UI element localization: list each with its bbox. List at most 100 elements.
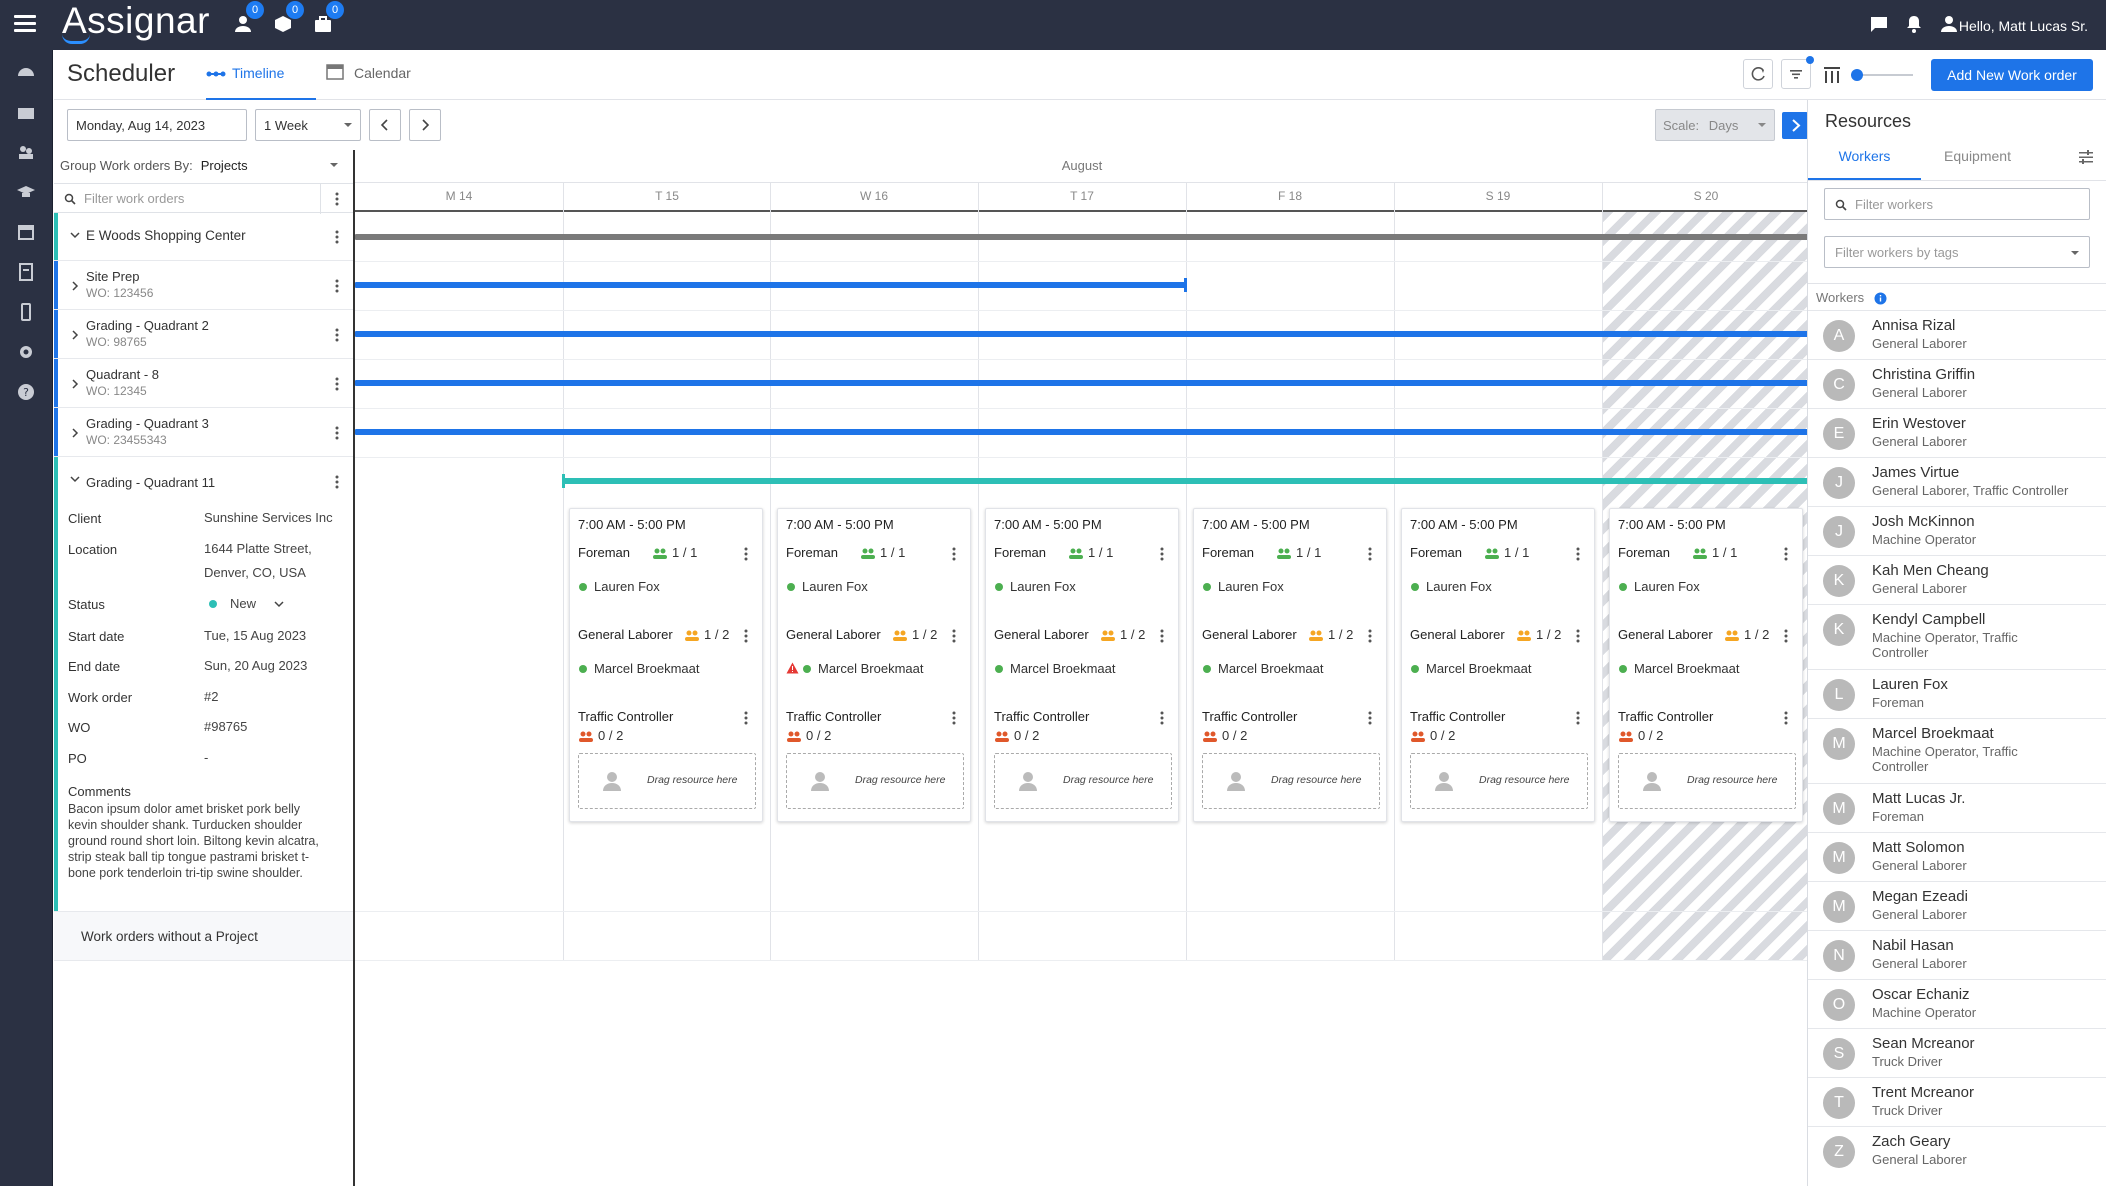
worker-item[interactable]: M Marcel Broekmaat Machine Operator, Traff… xyxy=(1808,718,2106,783)
no-project-row[interactable]: Work orders without a Project xyxy=(54,911,353,961)
work-order-row[interactable]: Grading - Quadrant 2 WO: 98765 xyxy=(54,310,353,359)
info-icon[interactable] xyxy=(1874,292,1887,305)
shift-card[interactable]: 7:00 AM - 5:00 PM Foreman 1 / 1 Lauren F… xyxy=(1609,508,1803,822)
assigned-person[interactable]: Lauren Fox xyxy=(1218,579,1284,594)
filter-workers-input[interactable]: Filter workers xyxy=(1824,188,2090,220)
drag-drop-zone[interactable]: Drag resource here xyxy=(994,753,1172,809)
worker-item[interactable]: J Josh McKinnon Machine Operator xyxy=(1808,506,2106,555)
more-vert-icon[interactable] xyxy=(744,547,748,561)
chevron-down-icon[interactable] xyxy=(70,472,80,487)
more-vert-icon[interactable] xyxy=(952,547,956,561)
site-prep-bar[interactable] xyxy=(355,282,1186,288)
more-vert-icon[interactable] xyxy=(335,475,339,489)
tab-timeline[interactable]: Timeline xyxy=(206,65,316,100)
filter-work-orders-input[interactable]: Filter work orders xyxy=(54,183,353,214)
more-vert-icon[interactable] xyxy=(1784,711,1788,725)
drag-drop-zone[interactable]: Drag resource here xyxy=(1410,753,1588,809)
worker-item[interactable]: M Megan Ezeadi General Laborer xyxy=(1808,881,2106,930)
menu-icon[interactable] xyxy=(14,15,36,33)
tab-equipment[interactable]: Equipment xyxy=(1944,148,2011,164)
more-vert-icon[interactable] xyxy=(335,230,339,244)
briefcase-nav-icon[interactable] xyxy=(16,102,36,122)
more-vert-icon[interactable] xyxy=(1784,547,1788,561)
zoom-slider[interactable] xyxy=(1851,69,1913,81)
graduation-icon[interactable] xyxy=(16,182,36,202)
worker-item[interactable]: A Annisa Rizal General Laborer xyxy=(1808,310,2106,359)
refresh-button[interactable] xyxy=(1743,59,1773,89)
assigned-person[interactable]: Lauren Fox xyxy=(594,579,660,594)
assigned-person[interactable]: Marcel Broekmaat xyxy=(594,661,700,676)
drag-drop-zone[interactable]: Drag resource here xyxy=(786,753,964,809)
more-vert-icon[interactable] xyxy=(1160,711,1164,725)
worker-item[interactable]: J James Virtue General Laborer, Traffic Co… xyxy=(1808,457,2106,506)
chat-icon[interactable] xyxy=(1868,14,1890,36)
assigned-person[interactable]: Lauren Fox xyxy=(802,579,868,594)
user-icon[interactable] xyxy=(1938,14,1960,36)
assigned-person[interactable]: Marcel Broekmaat xyxy=(818,661,924,676)
project-row[interactable]: E Woods Shopping Center xyxy=(54,213,353,261)
users-icon[interactable]: 0 xyxy=(232,1,264,36)
chevron-right-icon[interactable] xyxy=(70,377,80,392)
chevron-right-icon[interactable] xyxy=(70,328,80,343)
calendar-nav-icon[interactable] xyxy=(16,222,36,242)
drag-drop-zone[interactable]: Drag resource here xyxy=(1618,753,1796,809)
assigned-person[interactable]: Marcel Broekmaat xyxy=(1218,661,1324,676)
drag-drop-zone[interactable]: Drag resource here xyxy=(1202,753,1380,809)
shift-card[interactable]: 7:00 AM - 5:00 PM Foreman 1 / 1 Lauren F… xyxy=(1193,508,1387,822)
settings-icon[interactable] xyxy=(16,342,36,362)
more-vert-icon[interactable] xyxy=(1576,547,1580,561)
prev-button[interactable] xyxy=(369,109,401,141)
tab-workers[interactable]: Workers xyxy=(1808,148,1921,180)
tune-icon[interactable] xyxy=(2078,150,2094,164)
document-icon[interactable] xyxy=(16,262,36,282)
work-order-row[interactable]: Grading - Quadrant 3 WO: 23455343 xyxy=(54,408,353,457)
more-vert-icon[interactable] xyxy=(1160,629,1164,643)
work-order-row[interactable]: Site Prep WO: 123456 xyxy=(54,261,353,310)
worker-item[interactable]: M Matt Solomon General Laborer xyxy=(1808,832,2106,881)
briefcase-icon[interactable]: 0 xyxy=(312,1,344,36)
more-vert-icon[interactable] xyxy=(335,426,339,440)
group-by[interactable]: Group Work orders By: Projects xyxy=(60,158,338,173)
more-vert-icon[interactable] xyxy=(1576,711,1580,725)
more-vert-icon[interactable] xyxy=(335,279,339,293)
project-bar[interactable] xyxy=(355,234,1809,240)
assigned-person[interactable]: Marcel Broekmaat xyxy=(1010,661,1116,676)
more-vert-icon[interactable] xyxy=(335,192,339,206)
more-vert-icon[interactable] xyxy=(744,629,748,643)
assigned-person[interactable]: Lauren Fox xyxy=(1010,579,1076,594)
box-icon[interactable]: 0 xyxy=(272,1,304,36)
chevron-down-icon[interactable] xyxy=(274,599,284,609)
more-vert-icon[interactable] xyxy=(1368,711,1372,725)
more-vert-icon[interactable] xyxy=(1368,629,1372,643)
scale-select[interactable]: Scale: Days xyxy=(1655,109,1775,141)
more-vert-icon[interactable] xyxy=(335,328,339,342)
bell-icon[interactable] xyxy=(1903,14,1925,36)
add-work-order-button[interactable]: Add New Work order xyxy=(1931,59,2093,91)
shift-card[interactable]: 7:00 AM - 5:00 PM Foreman 1 / 1 Lauren F… xyxy=(1401,508,1595,822)
shift-card[interactable]: 7:00 AM - 5:00 PM Foreman 1 / 1 Lauren F… xyxy=(569,508,763,822)
help-icon[interactable]: ? xyxy=(16,382,36,402)
shift-card[interactable]: 7:00 AM - 5:00 PM Foreman 1 / 1 Lauren F… xyxy=(777,508,971,822)
expanded-work-order-row[interactable]: Grading - Quadrant 11 xyxy=(54,457,353,497)
worker-item[interactable]: K Kendyl Campbell Machine Operator, Traffi… xyxy=(1808,604,2106,669)
more-vert-icon[interactable] xyxy=(1160,547,1164,561)
more-vert-icon[interactable] xyxy=(1784,629,1788,643)
tab-calendar[interactable]: Calendar xyxy=(326,64,426,100)
bar-end-handle[interactable] xyxy=(1184,278,1187,292)
collapse-panel-button[interactable] xyxy=(1782,112,1808,139)
user-greeting[interactable]: Hello, Matt Lucas Sr. xyxy=(1958,18,2088,34)
more-vert-icon[interactable] xyxy=(952,711,956,725)
grading-quadrant-3-bar[interactable] xyxy=(355,429,1809,435)
worker-item[interactable]: L Lauren Fox Foreman xyxy=(1808,669,2106,718)
filter-tags-select[interactable]: Filter workers by tags xyxy=(1824,236,2090,268)
grading-quadrant-2-bar[interactable] xyxy=(355,331,1809,337)
more-vert-icon[interactable] xyxy=(952,629,956,643)
filter-button[interactable] xyxy=(1781,56,1814,89)
bar-start-handle[interactable] xyxy=(562,474,565,488)
more-vert-icon[interactable] xyxy=(335,377,339,391)
worker-item[interactable]: K Kah Men Cheang General Laborer xyxy=(1808,555,2106,604)
assigned-person[interactable]: Lauren Fox xyxy=(1426,579,1492,594)
worker-item[interactable]: N Nabil Hasan General Laborer xyxy=(1808,930,2106,979)
status-select[interactable]: New xyxy=(230,596,257,611)
chevron-down-icon[interactable] xyxy=(70,228,80,243)
